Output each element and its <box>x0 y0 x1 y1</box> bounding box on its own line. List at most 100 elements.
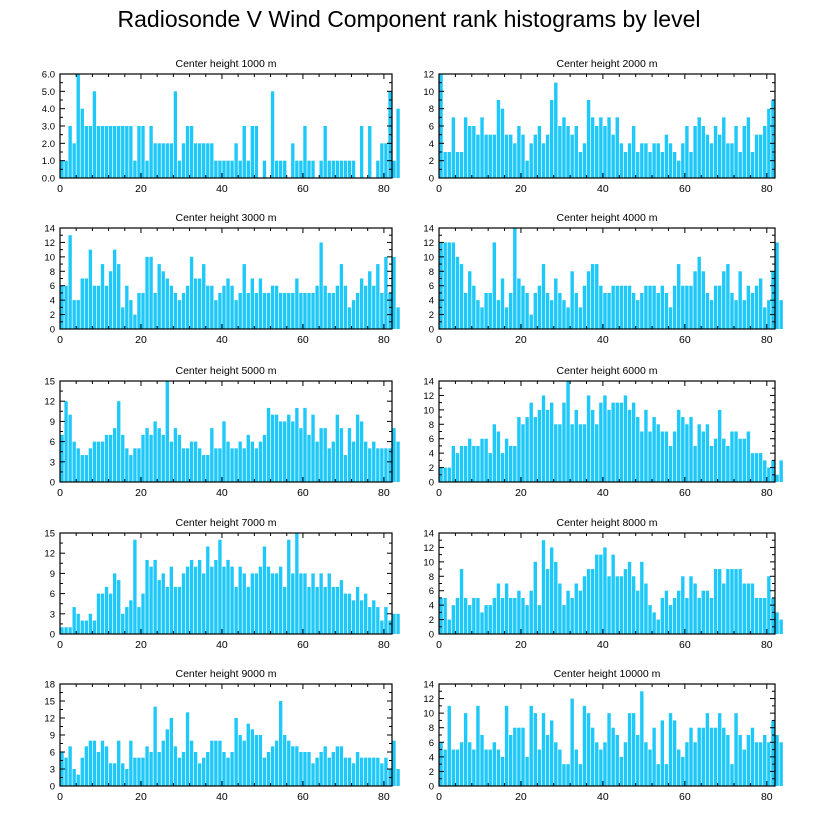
histogram-bar <box>262 434 267 482</box>
histogram-bar <box>578 590 583 634</box>
histogram-bar <box>359 757 364 786</box>
y-tick-label: 10 <box>423 709 434 720</box>
y-tick-label: 12 <box>423 543 434 554</box>
histogram-bar <box>709 300 714 329</box>
x-tick-label: 40 <box>597 183 609 195</box>
histogram-bar <box>157 143 161 178</box>
histogram-bar <box>734 126 738 178</box>
histogram-bar <box>664 431 669 482</box>
histogram-bar <box>262 292 267 329</box>
histogram-bar <box>648 152 652 178</box>
histogram-bar <box>627 409 632 482</box>
histogram-bar <box>238 292 242 329</box>
x-tick-label: 60 <box>679 334 691 346</box>
histogram-bar <box>472 597 476 634</box>
histogram-bar <box>603 126 607 178</box>
x-tick-label: 80 <box>761 487 773 499</box>
x-tick-label: 80 <box>761 791 773 803</box>
histogram-bar <box>529 314 533 329</box>
histogram-bar <box>368 126 372 178</box>
histogram-bar <box>636 152 640 178</box>
histogram-bar <box>517 126 521 178</box>
histogram-bar <box>112 249 117 329</box>
histogram-bar <box>599 402 603 482</box>
x-tick-label: 0 <box>57 487 63 499</box>
y-tick-label: 0 <box>429 325 434 336</box>
histogram-bar <box>266 292 271 329</box>
histogram-bar <box>258 441 263 482</box>
histogram-bar <box>537 605 542 634</box>
x-tick-label: 60 <box>297 639 309 651</box>
histogram-bar <box>730 569 734 634</box>
histogram-bar <box>129 740 133 786</box>
histogram-bar <box>627 713 632 786</box>
histogram-bar <box>504 438 509 482</box>
histogram-bar <box>165 381 169 482</box>
histogram-bar <box>100 593 105 634</box>
x-tick-label: 80 <box>761 183 773 195</box>
histogram-bar <box>484 605 488 634</box>
histogram-bar <box>274 740 279 786</box>
histogram-bar <box>295 533 299 634</box>
histogram-bar <box>149 752 153 786</box>
histogram-bar <box>459 742 464 786</box>
histogram-bar <box>206 546 210 634</box>
histogram-bar <box>709 597 714 634</box>
histogram-bar <box>153 143 157 178</box>
histogram-bar <box>677 160 681 178</box>
histogram-bar <box>504 583 509 634</box>
histogram-bar <box>570 134 574 178</box>
y-tick-label: 6 <box>429 281 434 292</box>
x-tick-label: 40 <box>216 334 228 346</box>
histogram-bar <box>668 143 673 178</box>
histogram-bar <box>311 160 315 178</box>
histogram-bar <box>468 605 472 634</box>
histogram-bar <box>681 417 685 482</box>
x-tick-label: 40 <box>597 639 609 651</box>
histogram-bar <box>586 569 591 634</box>
histogram-bar <box>246 292 250 329</box>
histogram-bar <box>558 126 562 178</box>
histogram-bar <box>343 757 348 786</box>
histogram-bar <box>603 547 607 634</box>
y-tick-label: 15 <box>44 529 55 540</box>
histogram-bar <box>607 292 611 329</box>
histogram-bar <box>615 117 619 178</box>
histogram-bar <box>451 117 456 178</box>
histogram-bar <box>242 573 246 634</box>
y-tick-label: 2 <box>429 156 434 167</box>
histogram-bar <box>129 600 133 634</box>
histogram-bar <box>210 143 214 178</box>
histogram-bar <box>713 569 718 634</box>
y-tick-label: 6 <box>50 748 55 759</box>
histogram-bar <box>562 605 566 634</box>
histogram-bar <box>562 117 566 178</box>
histogram-bar <box>758 278 763 329</box>
histogram-bar <box>468 742 472 786</box>
histogram-bar <box>713 126 718 178</box>
histogram-bar <box>76 300 80 329</box>
histogram-bar <box>517 278 521 329</box>
histogram-bar <box>631 402 636 482</box>
histogram-bar <box>125 126 129 178</box>
histogram-bar <box>615 576 619 634</box>
histogram-bar <box>129 126 133 178</box>
histogram-bar <box>611 134 615 178</box>
histogram-bar <box>775 612 779 634</box>
histogram-bar <box>149 566 153 634</box>
histogram-bar <box>76 74 80 178</box>
y-tick-label: 2 <box>429 767 434 778</box>
histogram-bar <box>121 126 125 178</box>
histogram-bar <box>771 720 775 786</box>
histogram-bar <box>517 590 521 634</box>
histogram-bar <box>521 285 525 329</box>
histogram-bar <box>88 249 93 329</box>
y-tick-label: 2.0 <box>42 139 55 150</box>
histogram-bar <box>521 727 525 786</box>
histogram-bar <box>742 300 746 329</box>
histogram-bar <box>496 100 501 178</box>
histogram-bar <box>529 705 533 786</box>
histogram-bar <box>713 438 718 482</box>
histogram-bar <box>153 421 157 482</box>
